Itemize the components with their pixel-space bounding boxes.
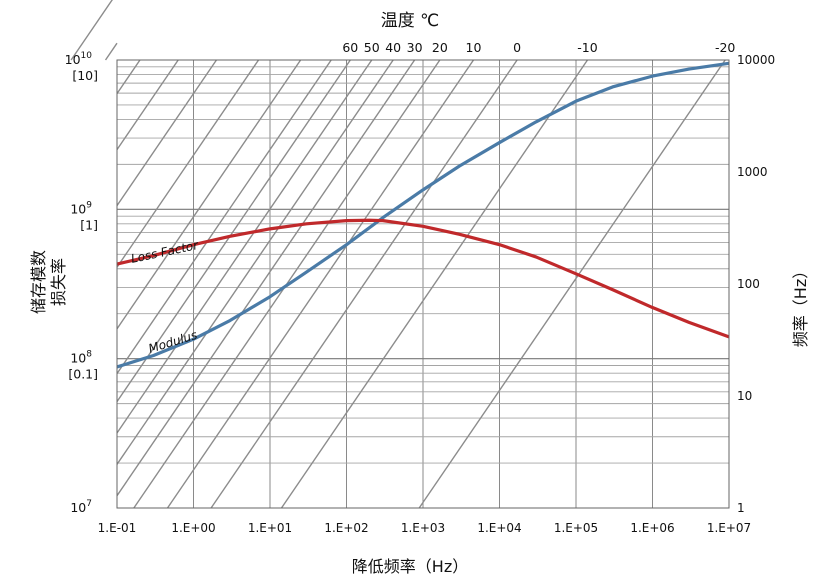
y-left-tick-label: 1010: [65, 51, 93, 67]
loss-factor-curve: [116, 218, 730, 339]
isotherm-line: [166, 59, 475, 509]
chart-title: 温度 ℃: [381, 11, 440, 31]
modulus-curve: [116, 61, 730, 369]
isotherm-line: [70, 0, 113, 61]
curves: [116, 61, 730, 369]
y-right-tick-label: 100: [737, 277, 760, 291]
isotherm-line: [116, 59, 179, 150]
temperature-label: 20: [432, 40, 448, 55]
x-axis-title: 降低频率（Hz）: [352, 557, 468, 576]
y-right-tick-label: 1: [737, 501, 745, 515]
gridlines: [116, 60, 730, 509]
y-right-title: 频率（Hz）: [791, 263, 810, 347]
y-right-tick-label: 10000: [737, 53, 775, 67]
x-tick-label: 1.E+05: [554, 521, 598, 535]
isotherm-line: [116, 59, 332, 374]
x-tick-label: 1.E+06: [630, 521, 674, 535]
temperature-label: -10: [577, 40, 597, 55]
temperature-label: 30: [407, 40, 423, 55]
isotherm-line: [104, 42, 118, 61]
temperature-label: 50: [364, 40, 380, 55]
isotherm-line: [280, 59, 589, 509]
isotherm-line: [116, 59, 141, 94]
x-tick-label: 1.E+04: [477, 521, 521, 535]
x-tick-label: 1.E+03: [401, 521, 445, 535]
y-left-tick-label: 107: [70, 499, 92, 515]
y-left-tick-label: 109: [70, 200, 92, 216]
temperature-label: 0: [513, 40, 521, 55]
isotherm-line: [116, 59, 394, 465]
isotherm-lines: [70, 0, 726, 509]
y-left-tick-label: 108: [70, 350, 92, 366]
isotherm-line: [116, 59, 373, 434]
y-left-alt-label: [0.1]: [68, 367, 98, 382]
y-left-title-line2: 损失率: [49, 258, 68, 306]
y-right-tick-label: 10: [737, 389, 752, 403]
isotherm-line: [210, 59, 518, 509]
isotherm-line: [116, 59, 302, 330]
y-right-tick-label: 1000: [737, 165, 768, 179]
isotherm-line: [116, 59, 416, 497]
x-tick-label: 1.E+01: [248, 521, 292, 535]
y-left-alt-label: [10]: [72, 68, 98, 83]
x-tick-label: 1.E+00: [171, 521, 215, 535]
isotherm-line: [418, 59, 726, 509]
y-left-title-line1: 储存模数: [29, 250, 48, 314]
temperature-label: 60: [342, 40, 358, 55]
plot-frame: [116, 59, 730, 509]
temperature-label: -20: [715, 40, 735, 55]
x-tick-label: 1.E-01: [98, 521, 137, 535]
isotherm-line: [116, 59, 260, 268]
x-tick-label: 1.E+07: [707, 521, 751, 535]
isotherm-line: [116, 59, 351, 402]
y-left-alt-label: [1]: [80, 217, 98, 232]
isotherm-line: [116, 59, 218, 206]
x-tick-label: 1.E+02: [324, 521, 368, 535]
temperature-label: 40: [385, 40, 401, 55]
temperature-label: 10: [466, 40, 482, 55]
